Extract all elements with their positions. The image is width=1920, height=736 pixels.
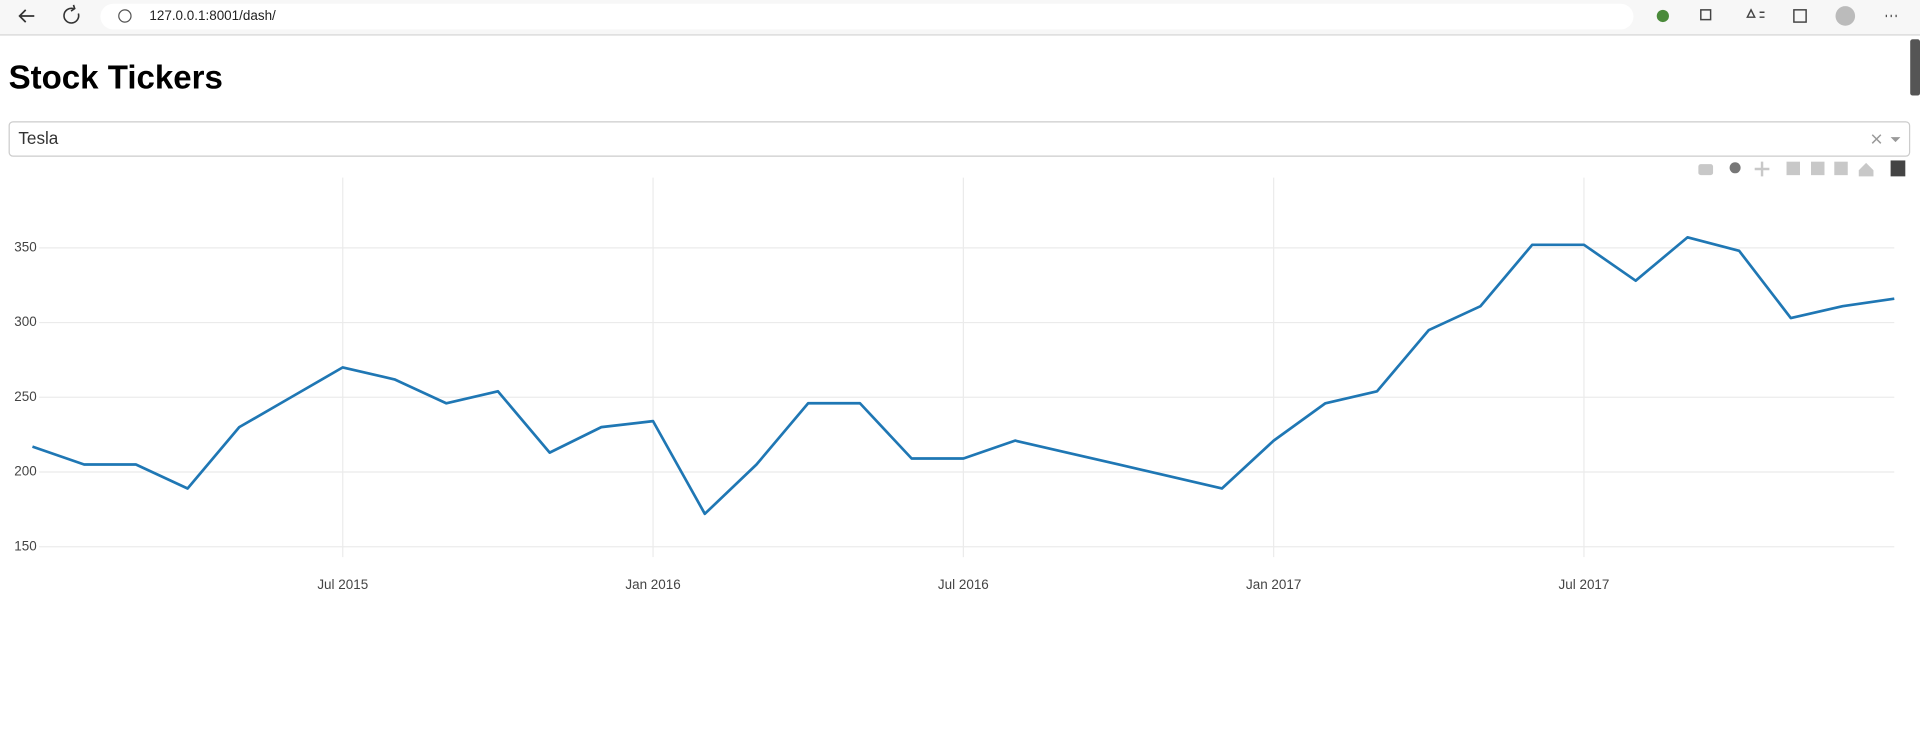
modebar-camera[interactable] xyxy=(1698,164,1714,176)
x-tick-label: Jul 2017 xyxy=(1559,577,1610,592)
extension-icon[interactable] xyxy=(1656,9,1669,23)
y-tick-label: 350 xyxy=(14,239,36,254)
side-widget[interactable] xyxy=(1910,39,1920,96)
modebar-zoom-in[interactable] xyxy=(1786,161,1800,176)
address-bar[interactable] xyxy=(100,3,1634,30)
x-tick-label: Jul 2015 xyxy=(317,577,368,592)
y-tick-label: 250 xyxy=(14,389,36,404)
modebar-pan[interactable] xyxy=(1754,161,1770,177)
modebar xyxy=(1698,160,1906,177)
modebar-reset[interactable] xyxy=(1858,162,1874,177)
line-series xyxy=(32,236,1895,516)
extensions-icon[interactable] xyxy=(1700,9,1712,21)
x-tick-label: Jul 2016 xyxy=(938,577,989,592)
modebar-zoom[interactable] xyxy=(1729,162,1741,174)
clear-icon[interactable] xyxy=(1871,134,1882,144)
site-info-icon[interactable] xyxy=(118,9,132,23)
dropdown[interactable] xyxy=(8,121,1911,157)
toolbar-icons xyxy=(1656,6,1897,26)
url: 127.0.0.1:8001/dash/ xyxy=(149,8,276,23)
modebar-autoscale[interactable] xyxy=(1834,161,1848,176)
x-tick-label: Jan 2017 xyxy=(1246,577,1301,592)
y-tick-label: 150 xyxy=(14,538,36,553)
reload-button[interactable] xyxy=(63,4,80,24)
page-title: Stock Tickers xyxy=(9,59,223,96)
x-tick-label: Jan 2016 xyxy=(625,577,680,592)
y-tick-label: 200 xyxy=(14,464,36,479)
back-button[interactable] xyxy=(18,9,35,23)
profile-icon[interactable] xyxy=(1835,6,1856,26)
dropdown-value: Tesla xyxy=(18,128,58,148)
dropdown-arrow[interactable] xyxy=(1890,137,1901,143)
modebar-logo[interactable] xyxy=(1890,160,1906,177)
collections-icon[interactable] xyxy=(1793,9,1807,23)
plot: 150 200 250 300 350 Jul 2015 Jan 2016 Jul 2016 J… xyxy=(14,177,1895,592)
modebar-zoom-out[interactable] xyxy=(1811,161,1825,176)
y-tick-label: 300 xyxy=(14,314,36,329)
favorites-icon[interactable] xyxy=(1746,8,1765,18)
